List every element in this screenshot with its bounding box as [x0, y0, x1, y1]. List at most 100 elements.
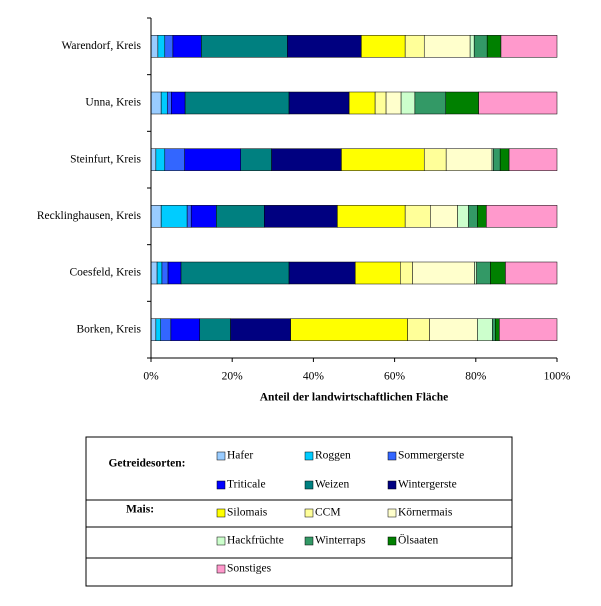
x-tick-label: 80%	[465, 371, 487, 383]
bar-segment	[477, 318, 493, 341]
bar-segment	[150, 148, 157, 171]
bar-segment	[288, 91, 350, 115]
bar-segment	[164, 35, 174, 58]
legend-label: Triticale	[227, 479, 266, 491]
bar-segment	[230, 318, 291, 341]
bar-segment	[156, 261, 163, 285]
x-tick-label: 100%	[544, 371, 571, 383]
legend-swatch	[216, 451, 226, 461]
bar-segment	[216, 205, 265, 228]
bar-segment	[161, 261, 169, 285]
bar-segment	[400, 91, 416, 115]
legend-swatch	[304, 451, 314, 461]
legend-swatch	[304, 480, 314, 490]
legend-box	[85, 436, 513, 587]
legend-swatch	[387, 508, 397, 518]
legend-label: Hafer	[227, 450, 253, 462]
legend-label: Winterraps	[315, 535, 366, 547]
bar-segment	[155, 148, 166, 171]
bar-segment	[423, 148, 447, 171]
legend-label: Sommergerste	[398, 450, 464, 462]
bar-segment	[412, 261, 475, 285]
bar-segment	[150, 91, 162, 115]
legend-swatch	[216, 480, 226, 490]
bar-segment	[385, 91, 402, 115]
bar-segment	[167, 261, 182, 285]
bar-segment	[271, 148, 342, 171]
bar-segment	[290, 318, 408, 341]
bar-segment	[457, 205, 469, 228]
legend-label: Sonstiges	[227, 563, 272, 575]
bar-segment	[374, 91, 387, 115]
bar-segment	[505, 261, 558, 285]
x-axis-label: Anteil der landwirtschaftlichen Fläche	[260, 392, 449, 404]
legend-label: Silomais	[227, 507, 268, 519]
x-tick-label: 40%	[303, 371, 325, 383]
bar-segment	[469, 35, 475, 58]
bar-segment	[445, 91, 479, 115]
legend-swatch	[216, 564, 226, 574]
legend-label: Körnermais	[398, 507, 453, 519]
y-tick-label: Borken, Kreis	[76, 323, 141, 335]
bar-segment	[160, 318, 172, 341]
bar-segment	[430, 205, 458, 228]
bar-segment	[477, 205, 487, 228]
bar-segment	[160, 91, 168, 115]
bar-segment	[288, 261, 356, 285]
bar-segment	[240, 148, 272, 171]
bar-segment	[429, 318, 478, 341]
legend-swatch	[387, 451, 397, 461]
bar-segment	[190, 205, 217, 228]
legend-label: Weizen	[315, 479, 349, 491]
y-tick-label: Coesfeld, Kreis	[69, 267, 141, 279]
legend-group-label: Mais:	[126, 504, 154, 516]
bar-segment	[184, 148, 241, 171]
bar-segment	[404, 35, 425, 58]
bar-segment	[157, 35, 166, 58]
bar-segment	[493, 148, 501, 171]
bar-segment	[172, 35, 202, 58]
legend-label: Ölsaaten	[398, 533, 438, 547]
bar-segment	[486, 35, 502, 58]
bar-segment	[473, 35, 488, 58]
bar-segment	[164, 148, 185, 171]
bar-segment	[201, 35, 288, 58]
legend-swatch	[387, 536, 397, 546]
bar-segment	[166, 91, 172, 115]
legend-swatch	[216, 536, 226, 546]
bar-segment	[341, 148, 425, 171]
legend-label: Wintergerste	[398, 479, 457, 491]
bar-segment	[499, 318, 558, 341]
bar-segment	[170, 318, 200, 341]
bar-segment	[150, 35, 159, 58]
legend-swatch	[216, 508, 226, 518]
y-tick-label: Recklinghausen, Kreis	[37, 210, 142, 222]
bar-segment	[180, 261, 290, 285]
bar-segment	[499, 148, 510, 171]
bar-segment	[492, 318, 496, 341]
bar-segment	[474, 261, 477, 285]
bar-segment	[160, 205, 188, 228]
bar-segment	[490, 261, 506, 285]
y-tick-label: Warendorf, Kreis	[61, 40, 141, 52]
x-tick-label: 20%	[222, 371, 244, 383]
x-tick-label: 0%	[143, 371, 159, 383]
bar-segment	[150, 318, 157, 341]
bar-segment	[361, 35, 406, 58]
y-tick-label: Steinfurt, Kreis	[70, 153, 141, 165]
bar-segment	[184, 91, 290, 115]
x-tick-label: 60%	[384, 371, 406, 383]
legend-group-label: Getreidesorten:	[108, 458, 185, 470]
bar-segment	[150, 261, 158, 285]
legend-swatch	[387, 480, 397, 490]
bar-segment	[186, 205, 192, 228]
bar-segment	[400, 261, 413, 285]
legend-label: Roggen	[315, 450, 351, 462]
bar-segment	[171, 91, 186, 115]
bar-segment	[495, 318, 500, 341]
legend-swatch	[304, 508, 314, 518]
bar-segment	[445, 148, 493, 171]
legend-label: Hackfrüchte	[227, 535, 284, 547]
